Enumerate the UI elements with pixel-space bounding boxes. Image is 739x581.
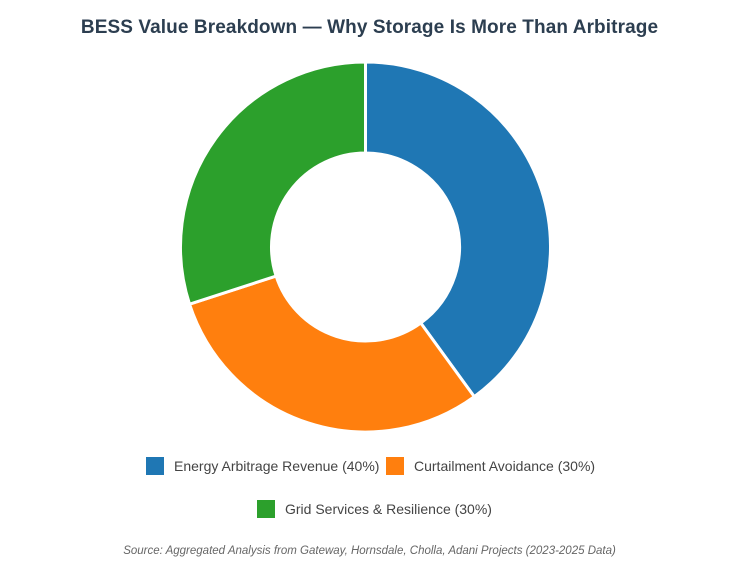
legend-label-energy-arbitrage: Energy Arbitrage Revenue (40%) — [174, 458, 380, 474]
legend-item-energy-arbitrage[interactable]: Energy Arbitrage Revenue (40%) — [146, 457, 379, 475]
legend-swatch-grid-services — [257, 500, 275, 518]
slice-energy-arbitrage[interactable] — [364, 60, 552, 399]
legend-item-curtailment-avoidance[interactable]: Curtailment Avoidance (30%) — [386, 457, 595, 475]
legend-label-grid-services: Grid Services & Resilience (30%) — [285, 501, 492, 517]
donut-slices — [179, 60, 552, 434]
legend-label-curtailment-avoidance: Curtailment Avoidance (30%) — [414, 458, 596, 474]
legend-item-grid-services[interactable]: Grid Services & Resilience (30%) — [257, 500, 492, 518]
chart-title: BESS Value Breakdown — Why Storage Is Mo… — [80, 17, 659, 38]
slice-curtailment-avoidance[interactable] — [187, 274, 477, 434]
legend-swatch-curtailment-avoidance — [386, 457, 404, 475]
slice-grid-services[interactable] — [179, 60, 367, 307]
legend-swatch-energy-arbitrage — [146, 457, 164, 475]
source-note: Source: Aggregated Analysis from Gateway… — [123, 545, 616, 557]
